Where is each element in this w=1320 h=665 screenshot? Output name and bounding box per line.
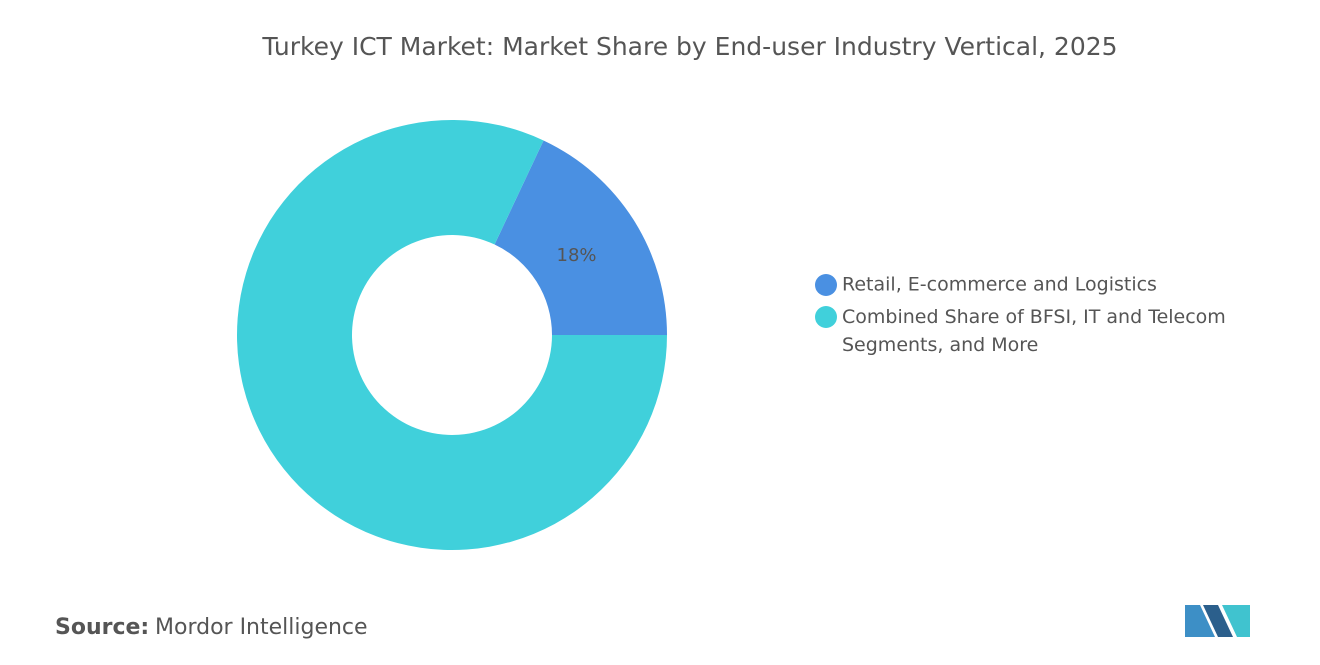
chart-title: Turkey ICT Market: Market Share by End-u… bbox=[261, 32, 1117, 61]
logo-shape bbox=[1203, 605, 1233, 637]
legend-marker bbox=[815, 274, 837, 296]
legend-line: Combined Share of BFSI, IT and Telecom bbox=[842, 306, 1226, 328]
donut: 18% bbox=[236, 120, 667, 550]
legend: Retail, E-commerce and Logistics Combined… bbox=[815, 274, 1226, 356]
legend-marker bbox=[815, 306, 837, 328]
logo-shape bbox=[1222, 605, 1250, 637]
source-label: Source: bbox=[55, 615, 149, 640]
legend-label: Combined Share of BFSI, IT and Telecom Se… bbox=[842, 306, 1226, 356]
legend-line: Segments, and More bbox=[842, 334, 1038, 356]
donut-slice bbox=[236, 120, 667, 550]
logo bbox=[1185, 605, 1250, 637]
legend-label: Retail, E-commerce and Logistics bbox=[842, 274, 1157, 296]
source: Mordor Intelligence bbox=[155, 615, 368, 640]
data-label: 18% bbox=[557, 245, 597, 266]
logo-shape bbox=[1185, 605, 1215, 637]
donut-slice bbox=[494, 140, 667, 335]
